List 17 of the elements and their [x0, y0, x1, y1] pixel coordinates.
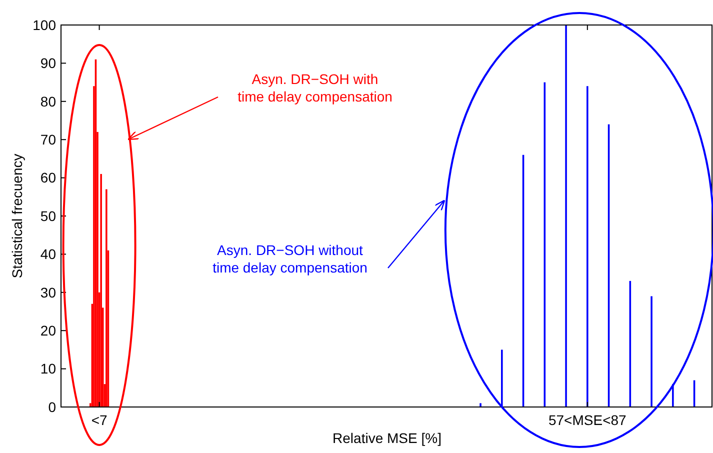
- x-axis-title: Relative MSE [%]: [332, 430, 442, 446]
- x-tick-label: <7: [91, 412, 108, 428]
- y-tick-label: 20: [40, 322, 56, 338]
- y-tick-label: 30: [40, 284, 56, 300]
- y-tick-label: 80: [40, 93, 56, 110]
- x-tick-label: 57<MSE<87: [548, 412, 627, 428]
- y-axis-title: Statistical frecuency: [9, 154, 25, 278]
- y-tick-label: 10: [40, 360, 56, 377]
- annotation: Asyn. DR−SOH without time delay compensation: [212, 242, 368, 276]
- y-tick-label: 90: [40, 55, 56, 72]
- y-tick-label: 100: [32, 16, 56, 33]
- annotation: Asyn. DR−SOH with time delay compensation: [238, 71, 392, 104]
- y-tick-label: 70: [40, 132, 56, 148]
- y-tick-label: 50: [40, 208, 56, 224]
- y-tick-label: 60: [40, 170, 56, 186]
- y-tick-label: 0: [48, 398, 56, 415]
- y-tick-label: 40: [40, 246, 56, 262]
